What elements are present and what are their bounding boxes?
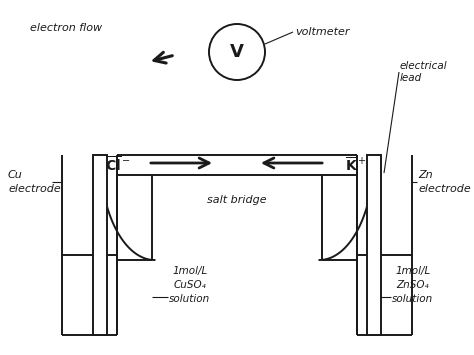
Text: $\mathbf{\overline{Cl}}^-$: $\mathbf{\overline{Cl}}^-$ xyxy=(105,155,131,175)
Text: voltmeter: voltmeter xyxy=(295,27,349,37)
Text: electrical
lead: electrical lead xyxy=(400,61,447,83)
Text: Cu
electrode: Cu electrode xyxy=(8,170,61,193)
Bar xyxy=(93,155,107,335)
Text: 1mol/L
CuSO₄
solution: 1mol/L CuSO₄ solution xyxy=(169,266,210,304)
Text: 1mol/L
ZnSO₄
solution: 1mol/L ZnSO₄ solution xyxy=(392,266,434,304)
Text: electron flow: electron flow xyxy=(30,23,102,33)
Text: salt bridge: salt bridge xyxy=(207,195,267,205)
Text: Zn
electrode: Zn electrode xyxy=(418,170,471,193)
Text: $\mathbf{\overline{K}}^+$: $\mathbf{\overline{K}}^+$ xyxy=(345,156,367,174)
Text: V: V xyxy=(230,43,244,61)
Circle shape xyxy=(209,24,265,80)
Bar xyxy=(367,155,381,335)
